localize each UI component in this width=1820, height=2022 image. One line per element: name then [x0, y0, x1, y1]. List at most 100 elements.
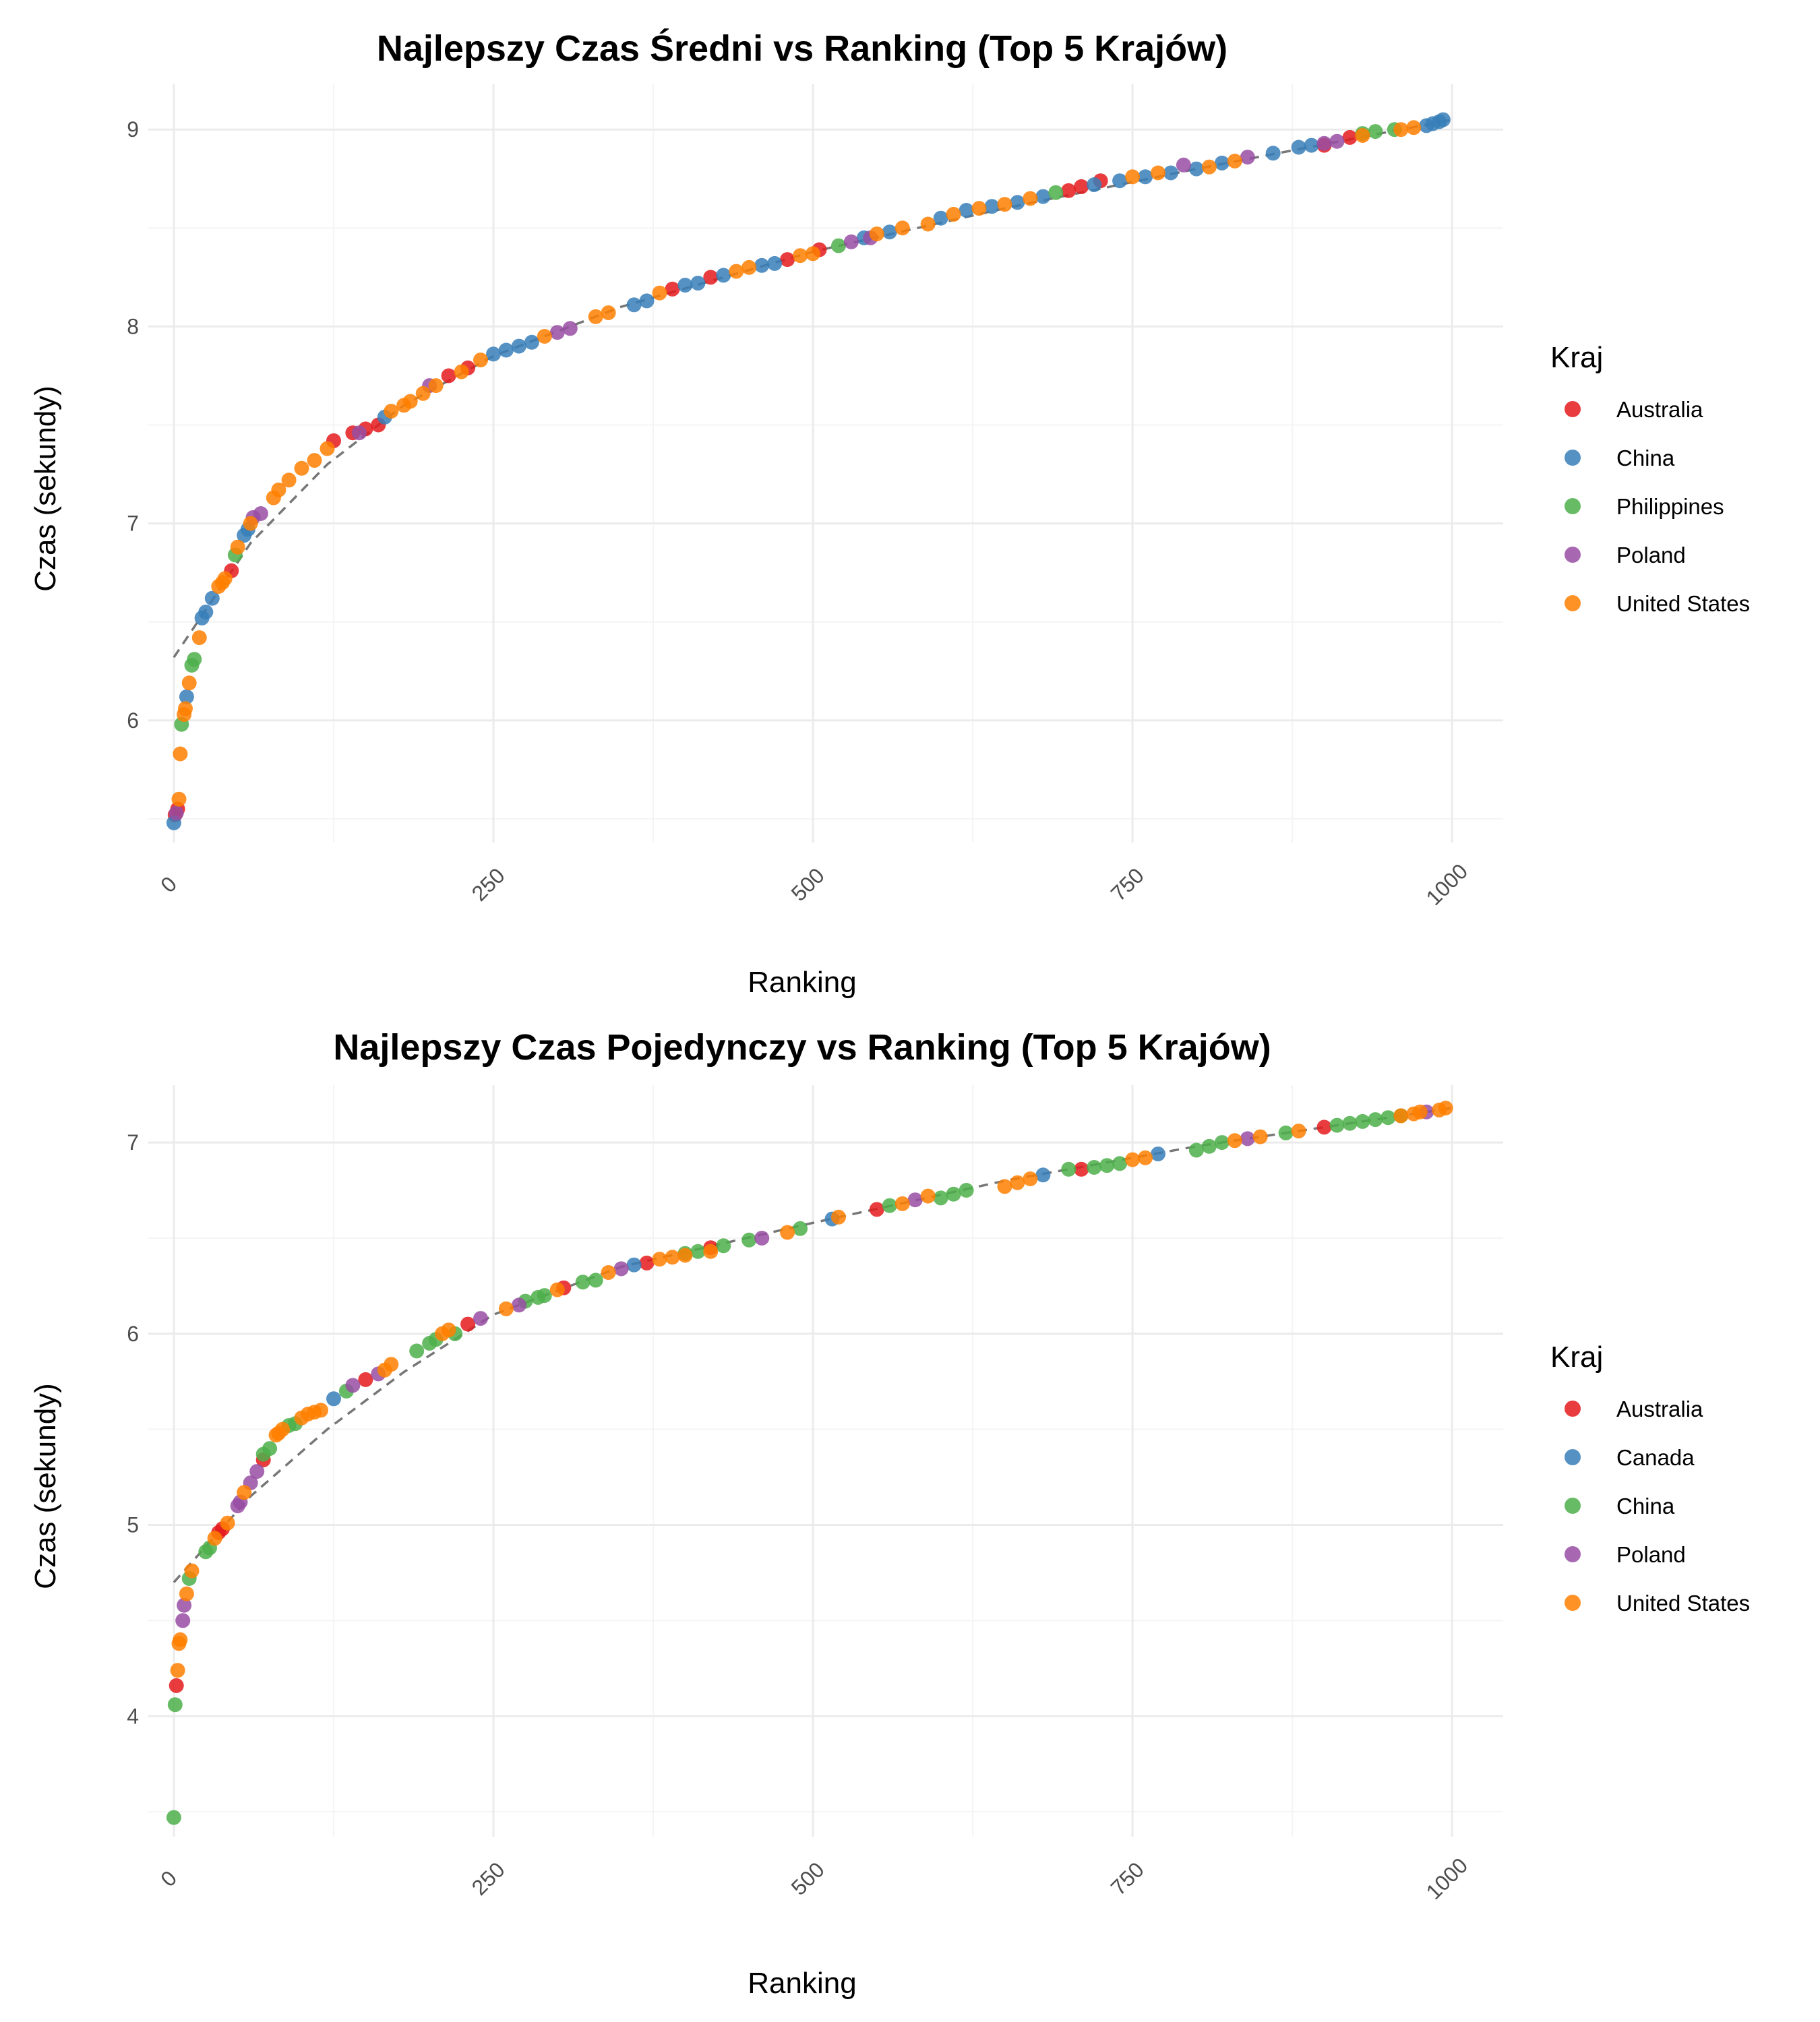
data-point [307, 453, 322, 468]
data-point [415, 386, 431, 401]
data-point [729, 264, 744, 279]
data-point [793, 1221, 808, 1236]
data-point [275, 1421, 291, 1437]
data-point [281, 472, 297, 488]
data-point [894, 220, 910, 236]
y-tick-label: 9 [127, 117, 139, 142]
data-point [1435, 112, 1451, 127]
data-point [959, 203, 974, 218]
data-point [441, 368, 456, 384]
data-point [1112, 1156, 1128, 1171]
data-point [169, 1678, 184, 1693]
data-point [549, 1282, 565, 1297]
data-point [882, 1198, 897, 1213]
y-tick-label: 7 [127, 1130, 139, 1155]
data-point [1342, 1115, 1358, 1131]
data-point [537, 1288, 552, 1304]
legend-title: Kraj [1550, 341, 1603, 374]
data-point [869, 1202, 884, 1217]
data-point [588, 309, 603, 324]
data-point [1342, 129, 1358, 145]
y-axis-ticks: 6 7 8 9 [127, 117, 139, 733]
data-point [1125, 1152, 1141, 1167]
data-point [187, 652, 202, 667]
legend-key [1565, 1595, 1581, 1611]
data-point [1355, 128, 1370, 143]
data-point [473, 353, 488, 368]
data-point [652, 285, 667, 301]
y-tick-label: 6 [127, 708, 139, 733]
data-point [869, 226, 884, 242]
legend-label: United States [1616, 1591, 1750, 1616]
data-point [1087, 177, 1102, 192]
data-point [524, 334, 539, 350]
chart-title: Najlepszy Czas Średni vs Ranking (Top 5 … [377, 28, 1227, 69]
data-point [959, 1183, 974, 1198]
data-point [665, 281, 680, 297]
data-point [173, 1632, 188, 1647]
data-point [320, 441, 335, 456]
data-point [894, 1196, 910, 1211]
data-point [677, 1248, 693, 1263]
data-point [177, 1597, 192, 1613]
legend-label: United States [1616, 591, 1750, 616]
data-point [1201, 159, 1217, 175]
data-point [179, 1586, 194, 1601]
data-point [170, 1663, 185, 1678]
data-point [626, 297, 642, 313]
data-point [486, 346, 501, 362]
data-point [179, 689, 194, 704]
data-point [167, 1697, 183, 1713]
data-point [511, 338, 526, 354]
data-point [1355, 1113, 1370, 1129]
data-point [843, 234, 859, 249]
legend-label: Poland [1616, 543, 1686, 568]
gridlines [148, 1085, 1503, 1837]
data-point [1061, 183, 1076, 198]
data-point [402, 394, 418, 409]
data-point [181, 675, 197, 691]
data-point [601, 305, 616, 320]
data-point [639, 1255, 655, 1270]
data-point [173, 746, 188, 762]
data-point [703, 1244, 719, 1259]
legend-label: Canada [1616, 1445, 1695, 1470]
y-axis-title: Czas (sekundy) [29, 386, 62, 592]
data-point [178, 701, 193, 716]
data-point [1304, 137, 1319, 153]
data-point [1163, 165, 1178, 181]
y-tick-label: 4 [127, 1704, 139, 1728]
data-point [1278, 1125, 1294, 1140]
data-point [498, 1301, 514, 1316]
data-point [933, 210, 948, 226]
data-point [716, 268, 731, 283]
data-point [441, 1322, 456, 1338]
y-tick-label: 8 [127, 314, 139, 338]
legend: Kraj Australia China Philippines Poland Unit… [1550, 341, 1750, 616]
data-point [1252, 1129, 1268, 1144]
data-points [166, 1101, 1453, 1825]
legend-key [1565, 498, 1581, 514]
chart-bottom: Najlepszy Czas Pojedynczy vs Ranking (To… [29, 1027, 1750, 2000]
data-point [780, 252, 795, 268]
legend-key [1565, 1498, 1581, 1514]
legend-key [1565, 547, 1581, 563]
data-point [1291, 140, 1306, 155]
data-point [806, 246, 820, 262]
data-point [198, 605, 214, 620]
data-point [169, 805, 184, 821]
chart-title: Najlepszy Czas Pojedynczy vs Ranking (To… [333, 1027, 1271, 1068]
data-point [946, 206, 961, 222]
data-points [166, 112, 1451, 830]
data-point [1048, 185, 1064, 200]
data-point [1188, 161, 1204, 177]
legend-key [1565, 1546, 1581, 1562]
data-point [997, 1179, 1012, 1194]
y-tick-label: 6 [127, 1322, 139, 1346]
data-point [262, 1441, 278, 1457]
data-point [1023, 1171, 1038, 1186]
data-point [741, 1232, 757, 1248]
data-point [1138, 1150, 1153, 1165]
x-axis-title: Ranking [748, 1967, 856, 2000]
data-point [1138, 169, 1153, 185]
